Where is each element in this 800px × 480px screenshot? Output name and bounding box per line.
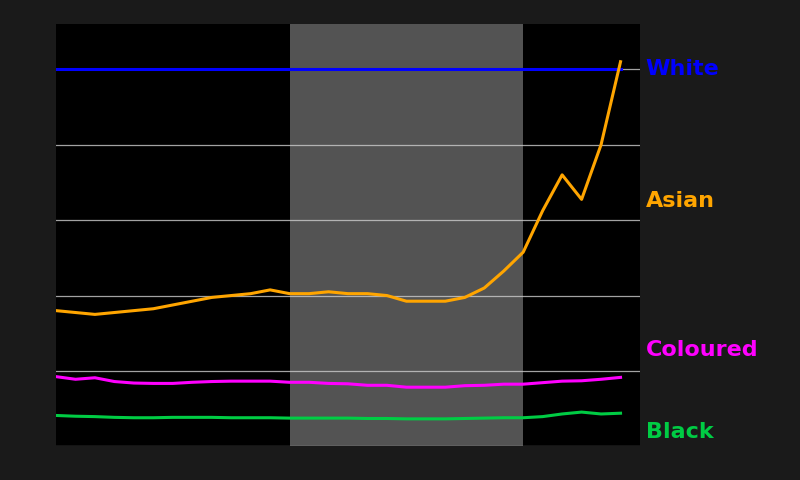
- Text: Coloured: Coloured: [646, 340, 758, 360]
- Text: Black: Black: [646, 421, 714, 442]
- Text: White: White: [646, 59, 719, 79]
- Bar: [290, 24, 523, 446]
- Text: Asian: Asian: [646, 192, 715, 211]
